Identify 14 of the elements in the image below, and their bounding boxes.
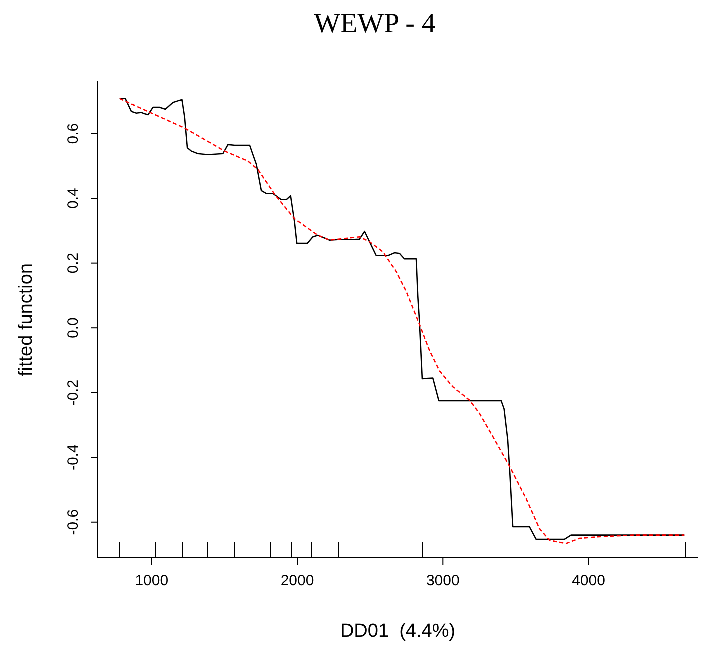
- x-tick-label: 2000: [280, 572, 314, 590]
- x-tick-label: 3000: [426, 572, 460, 590]
- y-tick-label: -0.4: [65, 444, 82, 471]
- x-tick-label: 4000: [572, 572, 606, 590]
- x-tick-label: 1000: [135, 572, 169, 590]
- y-axis-title: fitted function: [16, 263, 38, 377]
- chart-title: WEWP - 4: [314, 8, 436, 40]
- y-tick-label: 0.0: [65, 318, 82, 339]
- y-tick-label: -0.6: [65, 509, 82, 536]
- x-axis-title: DD01 (4.4%): [340, 621, 456, 642]
- y-tick-label: 0.6: [65, 123, 82, 144]
- y-tick-label: 0.4: [65, 188, 82, 209]
- y-tick-label: 0.2: [65, 252, 82, 274]
- y-tick-label: -0.2: [65, 380, 82, 406]
